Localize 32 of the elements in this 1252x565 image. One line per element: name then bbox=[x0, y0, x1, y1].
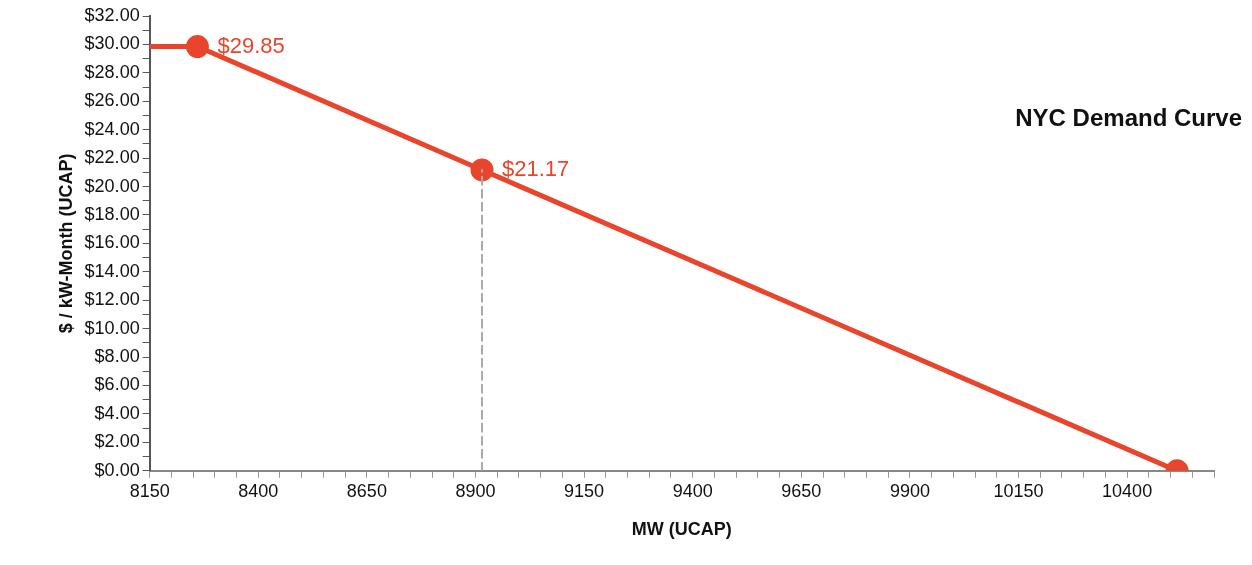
y-tick-label: $22.00 bbox=[84, 147, 140, 168]
y-tick-label: $14.00 bbox=[84, 260, 140, 281]
x-tick-label: 10150 bbox=[993, 480, 1044, 501]
y-tick-label: $26.00 bbox=[84, 90, 140, 111]
y-axis-title: $ / kW-Month (UCAP) bbox=[55, 153, 76, 334]
x-axis-title: MW (UCAP) bbox=[631, 519, 732, 540]
y-tick-label: $12.00 bbox=[84, 289, 140, 310]
x-tick-label: 9150 bbox=[564, 480, 605, 501]
y-tick-label: $18.00 bbox=[84, 203, 140, 224]
y-tick-label: $0.00 bbox=[94, 459, 140, 480]
x-tick-label: 8150 bbox=[129, 480, 170, 501]
y-tick-label: $30.00 bbox=[84, 33, 140, 54]
data-label: $29.85 bbox=[217, 32, 285, 58]
y-tick-label: $32.00 bbox=[84, 4, 140, 25]
y-tick-label: $4.00 bbox=[94, 402, 140, 423]
x-tick-label: 9400 bbox=[672, 480, 713, 501]
y-tick-label: $28.00 bbox=[84, 61, 140, 82]
data-label: $21.17 bbox=[501, 155, 570, 181]
x-tick-label: 8900 bbox=[455, 480, 496, 501]
x-tick-label: 9650 bbox=[781, 480, 822, 501]
y-tick-label: $8.00 bbox=[94, 346, 140, 367]
y-tick-label: $16.00 bbox=[84, 232, 140, 253]
y-tick-label: $24.00 bbox=[84, 118, 140, 139]
y-tick-label: $6.00 bbox=[94, 374, 140, 395]
y-tick-label: $20.00 bbox=[84, 175, 140, 196]
y-tick-label: $2.00 bbox=[94, 431, 140, 452]
x-tick-label: 9900 bbox=[889, 480, 930, 501]
x-tick-label: 8650 bbox=[346, 480, 387, 501]
y-tick-label: $10.00 bbox=[84, 317, 140, 338]
x-tick-label: 8400 bbox=[238, 480, 279, 501]
x-tick-label: 10400 bbox=[1102, 480, 1153, 501]
text: NYC Demand Curve bbox=[1015, 104, 1242, 132]
